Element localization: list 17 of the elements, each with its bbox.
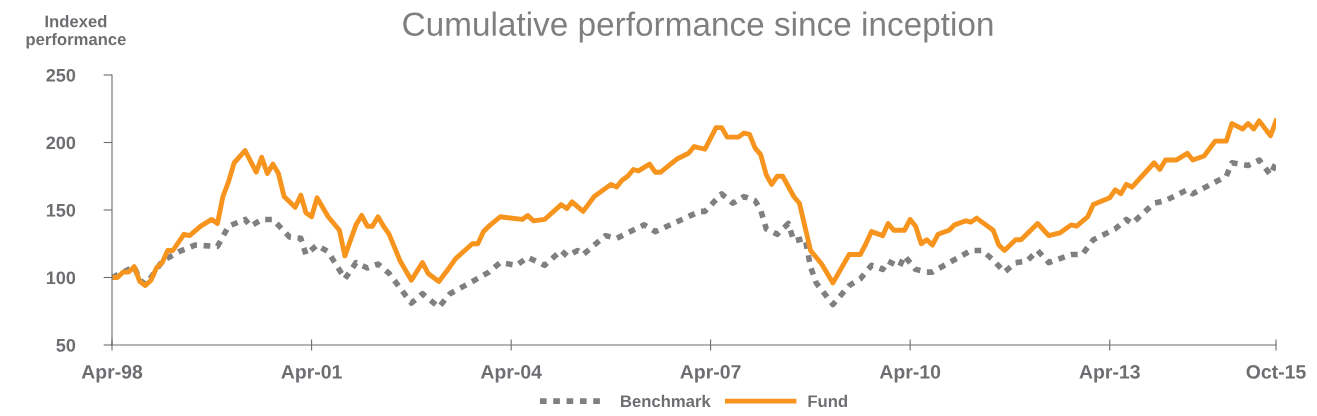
- y-tick-label: 200: [46, 136, 76, 150]
- line-series: [112, 118, 1276, 289]
- legend-label: Benchmark: [621, 394, 711, 408]
- x-tick-label: Apr-98: [81, 364, 143, 383]
- y-tick-label: 150: [46, 203, 76, 217]
- chart-title: Cumulative performance since inception: [403, 11, 993, 43]
- legend-label: Fund: [808, 394, 847, 408]
- x-tick-label: Apr-10: [879, 364, 941, 383]
- x-tick-label: Apr-04: [480, 364, 542, 383]
- x-tick-label: Oct-15: [1246, 364, 1306, 379]
- y-tick-label: 250: [46, 68, 76, 82]
- x-tick-label: Apr-13: [1079, 364, 1140, 383]
- y-tick-label: 100: [46, 271, 76, 285]
- x-tick-label: Apr-07: [680, 364, 741, 383]
- y-axis-title: Indexed performance: [26, 15, 126, 49]
- y-tick-label: 50: [56, 338, 76, 352]
- x-tick-label: Apr-01: [281, 364, 342, 383]
